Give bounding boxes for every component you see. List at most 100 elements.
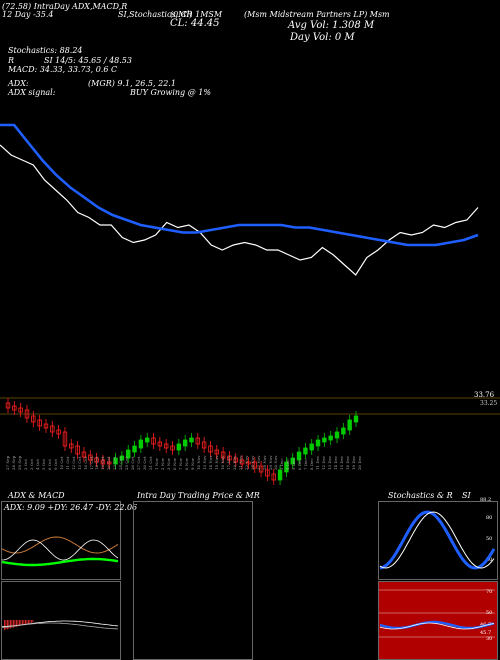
- rsi-panel: [378, 581, 498, 660]
- candle-body: [75, 445, 80, 455]
- candle-body: [201, 441, 207, 449]
- candle-body: [56, 429, 61, 435]
- stochastics-panel: [378, 501, 498, 580]
- close-price-label: CL: 44.45: [170, 18, 220, 29]
- intraday-panel-title: Intra Day Trading Price & MR: [137, 491, 260, 500]
- mgr-readout: (MGR) 9.1, 26.5, 22.1: [88, 79, 176, 88]
- candle-body: [353, 415, 359, 423]
- candle-body: [315, 439, 321, 447]
- stoch-tick-80: 80: [486, 515, 493, 521]
- candle-body: [132, 445, 137, 453]
- candle-body: [24, 409, 30, 419]
- candle-body: [309, 443, 314, 451]
- candle-body: [271, 473, 276, 481]
- avg-volume: Avg Vol: 1.308 M: [288, 20, 375, 31]
- candle-body: [18, 407, 23, 413]
- macd-histogram-bar: [5, 620, 7, 630]
- candle-body: [189, 437, 194, 443]
- rsi-prefix: R: [8, 56, 15, 65]
- candle-body: [347, 419, 352, 431]
- candle-price-label2: 33.25: [480, 400, 498, 407]
- candle-body: [62, 431, 68, 447]
- macd-histogram-bar: [20, 620, 22, 626]
- macd-histogram-bar: [16, 620, 17, 627]
- macd-histogram-bar: [11, 620, 13, 628]
- rsi-end-value: 45.7: [480, 630, 492, 636]
- adx-values: ADX: 9.09 +DY: 26.47 -DY: 22.06: [4, 503, 138, 512]
- candle-body: [252, 461, 257, 469]
- candle-body: [157, 441, 163, 447]
- candle-body: [195, 437, 201, 445]
- candlestick-chart: [0, 397, 500, 485]
- candle-body: [144, 437, 150, 443]
- chart-title: (Msm Midstream Partners LP) Msm: [244, 10, 390, 19]
- adx-label: ADX:: [8, 79, 29, 88]
- candle-body: [107, 461, 112, 465]
- main-line-chart: [0, 123, 479, 276]
- macd-histogram-bar: [32, 620, 34, 623]
- candle-body: [328, 435, 333, 441]
- price-series-line: [0, 144, 479, 276]
- candle-body: [69, 443, 74, 449]
- candle-body: [322, 437, 327, 443]
- candle-price-label: 33.76: [474, 391, 495, 399]
- macd-histogram-bar: [22, 620, 23, 626]
- adx-panel-title: ADX & MACD: [8, 491, 65, 500]
- macd-histogram-bar: [28, 620, 29, 624]
- header-top-left: (72.58) IntraDay ADX,MACD,R: [2, 2, 128, 11]
- candle-body: [214, 449, 219, 455]
- candle-body: [227, 455, 232, 461]
- candle-body: [50, 425, 55, 433]
- rsi-tick-30: 30: [486, 636, 493, 642]
- stochastic-k-line: [379, 510, 496, 570]
- macd-histogram-bar: [17, 620, 19, 627]
- candle-body: [296, 451, 302, 461]
- candle-body: [334, 431, 340, 439]
- candle-body: [163, 443, 169, 449]
- candle-body: [113, 457, 118, 465]
- header-top-left-sub: 12 Day -35.4: [2, 10, 54, 19]
- stoch-value: 88.2: [480, 497, 492, 503]
- candle-body: [246, 461, 251, 465]
- candle-body: [303, 447, 308, 455]
- candle-body: [43, 423, 49, 429]
- adx-main-line: [1, 557, 119, 567]
- macd-histogram-bar: [31, 620, 32, 623]
- candle-body: [233, 457, 238, 463]
- macd-histogram-bar: [8, 620, 10, 629]
- stoch-panel-title2: SI: [462, 491, 471, 500]
- macd-histogram-bar: [13, 620, 14, 628]
- candle-body: [258, 465, 264, 473]
- candle-body: [81, 451, 87, 458]
- candle-body: [341, 427, 346, 435]
- macd-histogram-bar: [25, 620, 26, 625]
- rsi-signal-line: [379, 622, 495, 630]
- candle-body: [182, 439, 188, 447]
- candle-body: [31, 415, 36, 423]
- adx-signal-label: ADX signal:: [8, 88, 56, 97]
- moving-average-line: [0, 123, 479, 247]
- macd-histogram-bar: [10, 620, 11, 629]
- candle-body: [208, 445, 213, 453]
- candle-body: [265, 469, 270, 477]
- candle-body: [277, 469, 283, 481]
- adx-di-line: [1, 536, 119, 554]
- stoch-tick-50: 50: [486, 536, 493, 542]
- rsi-tick-70: 70: [486, 589, 493, 595]
- macd-histogram-bar: [26, 620, 28, 624]
- candle-body: [94, 457, 99, 463]
- header-top-center: (0.Cl) 1MSM: [170, 10, 223, 19]
- macd-histogram-bar: [19, 620, 20, 626]
- macd-histogram-bar: [14, 620, 16, 628]
- macd-signal-line: [1, 622, 119, 630]
- stochastic-d-line: [379, 511, 495, 569]
- candle-body: [100, 459, 106, 465]
- stoch-tick-20: 20: [486, 557, 493, 563]
- macd-readout: MACD: 34.33, 33.73, 0.6 C: [8, 65, 118, 74]
- candle-body: [170, 445, 175, 451]
- candle-body: [220, 451, 226, 459]
- macd-histogram-bar: [4, 620, 5, 630]
- candle-body: [290, 457, 295, 465]
- signal-text: BUY Growing @ 1%: [130, 88, 211, 97]
- rsi-readout: SI 14/5: 45.65 / 48.53: [44, 56, 132, 65]
